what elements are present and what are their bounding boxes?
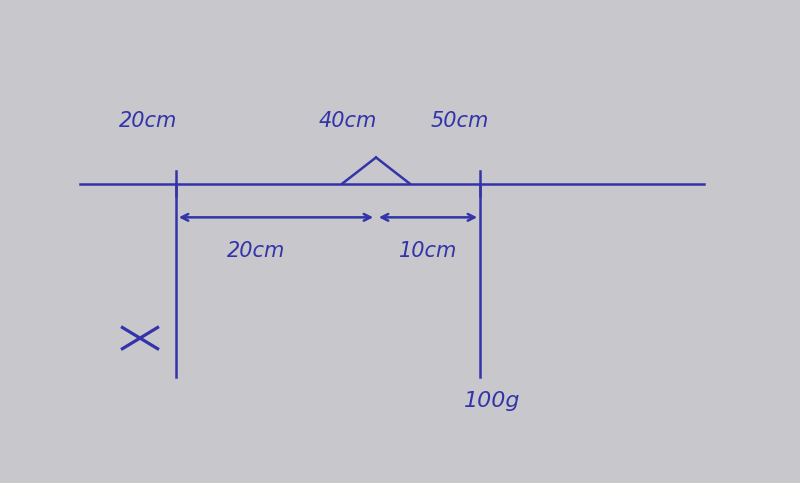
Text: 20cm: 20cm — [119, 111, 177, 131]
Text: 10cm: 10cm — [399, 241, 457, 261]
Text: 100g: 100g — [464, 391, 520, 411]
Text: 50cm: 50cm — [431, 111, 489, 131]
Text: 40cm: 40cm — [319, 111, 377, 131]
Text: 20cm: 20cm — [227, 241, 285, 261]
